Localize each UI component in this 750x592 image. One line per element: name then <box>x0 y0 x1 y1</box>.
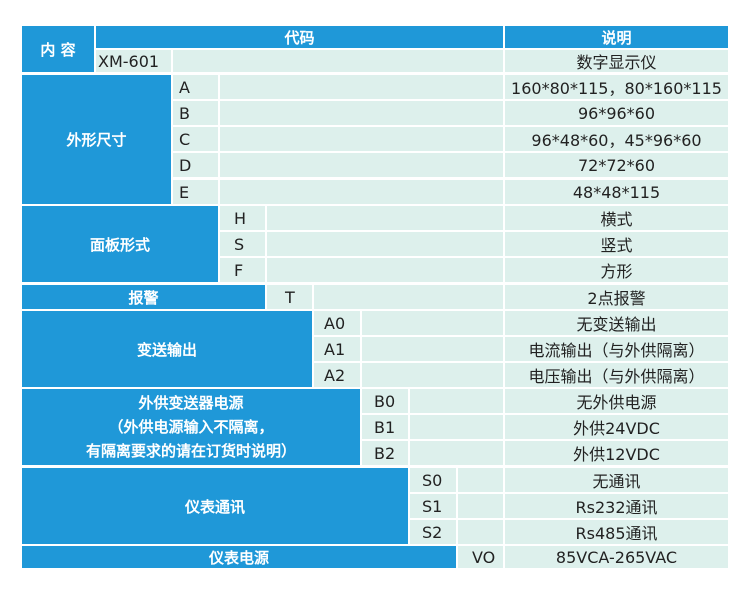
code-cell: A1 <box>314 337 360 361</box>
header-content: 内 容 <box>22 26 94 72</box>
section-power-supply: 仪表电源 <box>22 546 456 568</box>
spacer-cell <box>410 389 503 413</box>
header-code: 代码 <box>96 26 503 48</box>
description-cell: 外供12VDC <box>505 441 728 465</box>
code-cell: B2 <box>362 441 408 465</box>
code-cell: S0 <box>410 468 456 492</box>
section-alarm: 报警 <box>22 285 265 309</box>
model-description: 数字显示仪 <box>505 50 728 72</box>
spacer-cell <box>458 520 503 544</box>
description-cell: 48*48*115 <box>505 180 728 204</box>
section-external-power: 外供变送器电源 （外供电源输入不隔离， 有隔离要求的请在订货时说明） <box>22 389 360 465</box>
section-title-line: 外供变送器电源 <box>138 394 244 412</box>
section-title-line: 有隔离要求的请在订货时说明） <box>85 442 296 460</box>
description-cell: 电流输出（与外供隔离） <box>505 337 728 361</box>
spacer-cell <box>220 180 503 204</box>
spacer-cell <box>362 337 503 361</box>
description-cell: 外供24VDC <box>505 415 728 439</box>
description-cell: 无外供电源 <box>505 389 728 413</box>
code-cell: B0 <box>362 389 408 413</box>
code-cell: A0 <box>314 311 360 335</box>
code-cell: S2 <box>410 520 456 544</box>
description-cell: 72*72*60 <box>505 153 728 177</box>
spacer-cell <box>267 232 503 256</box>
description-cell: 85VCA-265VAC <box>505 546 728 568</box>
code-cell: VO <box>458 546 503 568</box>
code-cell: A <box>173 75 218 99</box>
section-dimensions: 外形尺寸 <box>22 75 171 204</box>
code-cell: C <box>173 127 218 151</box>
spacer-cell <box>220 153 503 177</box>
spacer-cell <box>362 311 503 335</box>
section-communication: 仪表通讯 <box>22 468 408 544</box>
spacer-cell <box>362 363 503 387</box>
description-cell: 无变送输出 <box>505 311 728 335</box>
spacer-cell <box>314 285 503 309</box>
spacer-cell <box>458 494 503 518</box>
description-cell: 横式 <box>505 206 728 230</box>
spacer-cell <box>458 468 503 492</box>
code-cell: E <box>173 180 218 204</box>
description-cell: 96*96*60 <box>505 101 728 125</box>
section-panel-form: 面板形式 <box>22 206 218 282</box>
code-cell: H <box>220 206 265 230</box>
code-cell: B1 <box>362 415 408 439</box>
code-cell: D <box>173 153 218 177</box>
description-cell: 电压输出（与外供隔离） <box>505 363 728 387</box>
spacer-cell <box>220 75 503 99</box>
code-cell: F <box>220 258 265 282</box>
spacer-cell <box>220 127 503 151</box>
spacer-cell <box>410 441 503 465</box>
description-cell: 竖式 <box>505 232 728 256</box>
section-title-line: （外供电源输入不隔离， <box>108 418 274 436</box>
spacer-cell <box>410 415 503 439</box>
code-cell: T <box>267 285 312 309</box>
description-cell: 2点报警 <box>505 285 728 309</box>
description-cell: 方形 <box>505 258 728 282</box>
model-fill <box>173 50 503 72</box>
description-cell: 160*80*115，80*160*115 <box>505 75 728 99</box>
code-cell: S1 <box>410 494 456 518</box>
code-cell: B <box>173 101 218 125</box>
spacer-cell <box>267 258 503 282</box>
model-code: XM-601 <box>96 50 171 72</box>
description-cell: Rs232通讯 <box>505 494 728 518</box>
description-cell: 96*48*60，45*96*60 <box>505 127 728 151</box>
code-cell: S <box>220 232 265 256</box>
spacer-cell <box>267 206 503 230</box>
description-cell: Rs485通讯 <box>505 520 728 544</box>
spacer-cell <box>220 101 503 125</box>
description-cell: 无通讯 <box>505 468 728 492</box>
header-description: 说明 <box>505 26 728 48</box>
code-cell: A2 <box>314 363 360 387</box>
section-transmit-output: 变送输出 <box>22 311 312 387</box>
